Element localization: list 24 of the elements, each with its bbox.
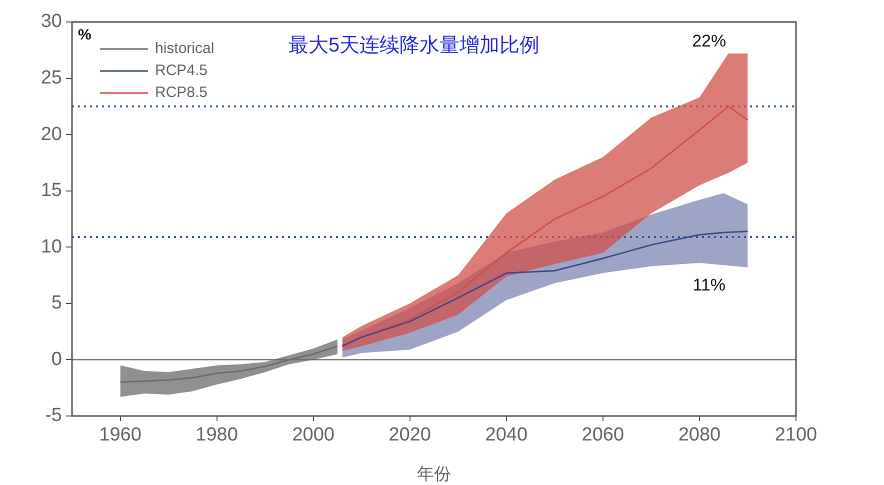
y-tick-label: 5 bbox=[51, 292, 62, 314]
x-tick-label: 2040 bbox=[485, 424, 528, 446]
legend-label: RCP4.5 bbox=[155, 62, 208, 80]
y-tick-label: 15 bbox=[40, 180, 62, 202]
x-tick-label: 2000 bbox=[292, 424, 334, 446]
x-tick-label: 2060 bbox=[582, 424, 624, 446]
annotation: 11% bbox=[692, 276, 726, 295]
y-tick-label: -5 bbox=[45, 405, 62, 426]
annotation: 22% bbox=[692, 31, 726, 50]
x-tick-label: 2020 bbox=[388, 424, 432, 446]
y-tick-label: 20 bbox=[40, 124, 62, 145]
y-axis-title: % bbox=[78, 26, 92, 44]
y-tick-label: 30 bbox=[40, 11, 62, 32]
y-tick-label: 10 bbox=[40, 236, 62, 258]
y-tick-label: 25 bbox=[40, 68, 62, 89]
y-tick-label: 0 bbox=[51, 348, 62, 370]
legend-label: RCP8.5 bbox=[155, 84, 208, 102]
text: 最大5天连续降水量增加比例 bbox=[288, 34, 540, 57]
legend-label: historical bbox=[155, 40, 214, 58]
x-tick-label: 2100 bbox=[774, 424, 818, 446]
x-axis-title: 年份 bbox=[417, 464, 451, 484]
x-tick-label: 1960 bbox=[99, 424, 142, 446]
x-tick-label: 1980 bbox=[196, 424, 238, 446]
x-tick-label: 2080 bbox=[678, 424, 721, 446]
